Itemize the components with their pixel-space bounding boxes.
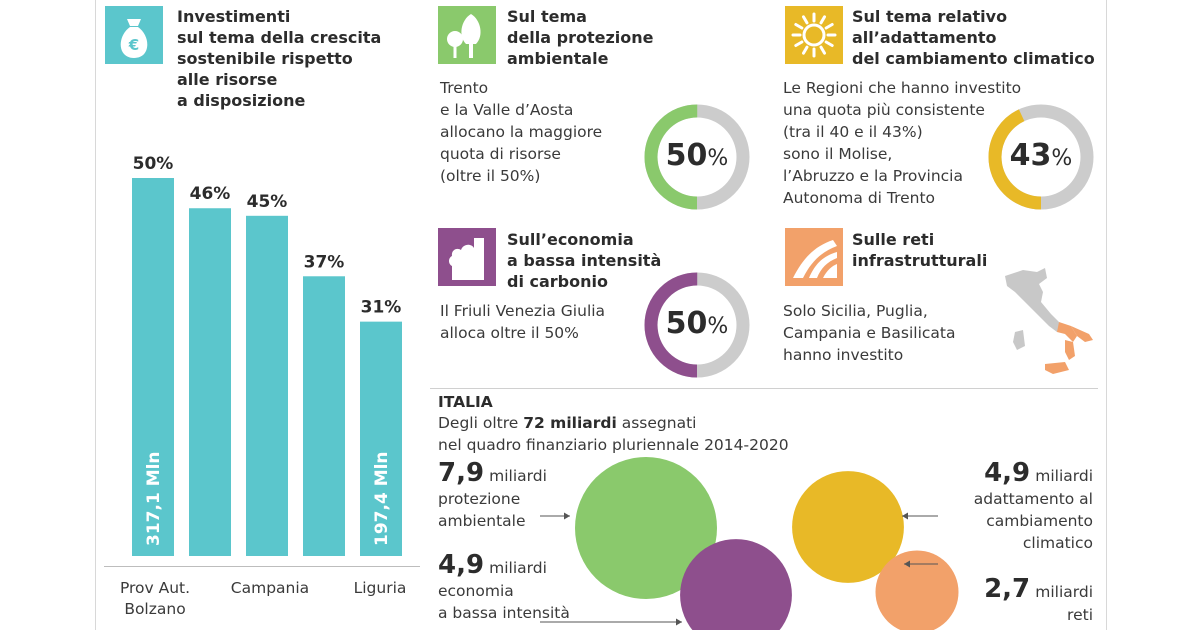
donut-env xyxy=(644,104,750,210)
bar-value-label-0: 50% xyxy=(133,154,174,174)
donut-slice xyxy=(644,104,750,210)
pointer-arrowhead-1 xyxy=(676,618,682,626)
divider-italia xyxy=(430,388,1098,389)
bar-chart: 50% 317,1 Mln 46% 45% 37% 31% 197,4 Mln xyxy=(132,154,402,557)
card-reti-text: Solo Sicilia, Puglia, Campania e Basilic… xyxy=(783,302,956,364)
item-reti: 2,7 miliardi reti xyxy=(984,574,1093,624)
pointer-arrowhead-0 xyxy=(564,512,570,520)
donut-slice xyxy=(988,104,1094,210)
bar-category-campania: Campania xyxy=(230,579,310,597)
money-bag-icon: € xyxy=(105,6,163,64)
item-protezione: 7,9 miliardi protezione ambientale xyxy=(438,458,547,530)
bubble-reti xyxy=(875,550,959,630)
donut-eco xyxy=(644,272,750,378)
card-clim-title: Sul tema relativo all’adattamento del ca… xyxy=(852,7,1095,68)
bar-axis-baseline xyxy=(104,566,420,567)
bar-category-liguria: Liguria xyxy=(353,579,407,597)
card-env-text: Trento e la Valle d’Aosta allocano la ma… xyxy=(440,79,603,185)
bar-2 xyxy=(246,215,288,557)
sun-icon xyxy=(785,6,843,64)
donut-slice xyxy=(644,272,750,378)
item-adattamento: 4,9 miliardi adattamento al cambiamento … xyxy=(973,458,1093,552)
bar-value-label-3: 37% xyxy=(304,252,345,272)
bar-4 xyxy=(360,321,402,556)
bar-category-bolzano: Prov Aut. Bolzano xyxy=(119,579,191,618)
italia-intro: Degli oltre 72 miliardi assegnati nel qu… xyxy=(438,414,789,454)
trees-icon xyxy=(438,6,496,64)
bubble-protezione xyxy=(575,457,717,599)
bar-1 xyxy=(189,208,231,556)
bar-3 xyxy=(303,276,345,556)
donut-env-label: 50% xyxy=(665,138,729,173)
donut-clim xyxy=(988,104,1094,210)
bubble-adattamento xyxy=(792,471,904,583)
bubble-economia xyxy=(680,539,792,630)
italy-map xyxy=(1005,268,1093,374)
bar-0 xyxy=(132,178,174,556)
card-clim-text: Le Regioni che hanno investito una quota… xyxy=(783,79,1022,207)
divider-right xyxy=(1106,0,1107,630)
divider-left xyxy=(95,0,96,630)
donut-clim-label: 43% xyxy=(1009,138,1073,173)
bar-value-label-1: 46% xyxy=(190,184,231,204)
card-eco-text: Il Friuli Venezia Giulia alloca oltre il… xyxy=(440,302,606,342)
road-icon xyxy=(785,228,843,286)
bar-inner-label-0: 317,1 Mln xyxy=(144,451,164,546)
pointer-arrowhead-2 xyxy=(902,512,908,520)
italia-heading: ITALIA xyxy=(438,393,493,411)
bar-inner-label-4: 197,4 Mln xyxy=(372,451,392,546)
item-economia: 4,9 miliardi economia a bassa intensità xyxy=(438,550,570,622)
bar-value-label-2: 45% xyxy=(247,192,288,212)
bar-chart-title: Investimenti sul tema della crescita sos… xyxy=(177,7,382,110)
smoke-icon xyxy=(438,228,496,286)
svg-text:€: € xyxy=(128,36,139,54)
pointer-arrowhead-3 xyxy=(904,560,910,568)
card-env-title: Sul tema della protezione ambientale xyxy=(507,7,654,68)
bubble-chart xyxy=(540,457,959,630)
donut-eco-label: 50% xyxy=(665,306,729,341)
bar-value-label-4: 31% xyxy=(361,298,402,318)
card-reti-title: Sulle reti infrastrutturali xyxy=(852,230,988,270)
card-eco-title: Sull’economia a bassa intensità di carbo… xyxy=(507,230,662,291)
